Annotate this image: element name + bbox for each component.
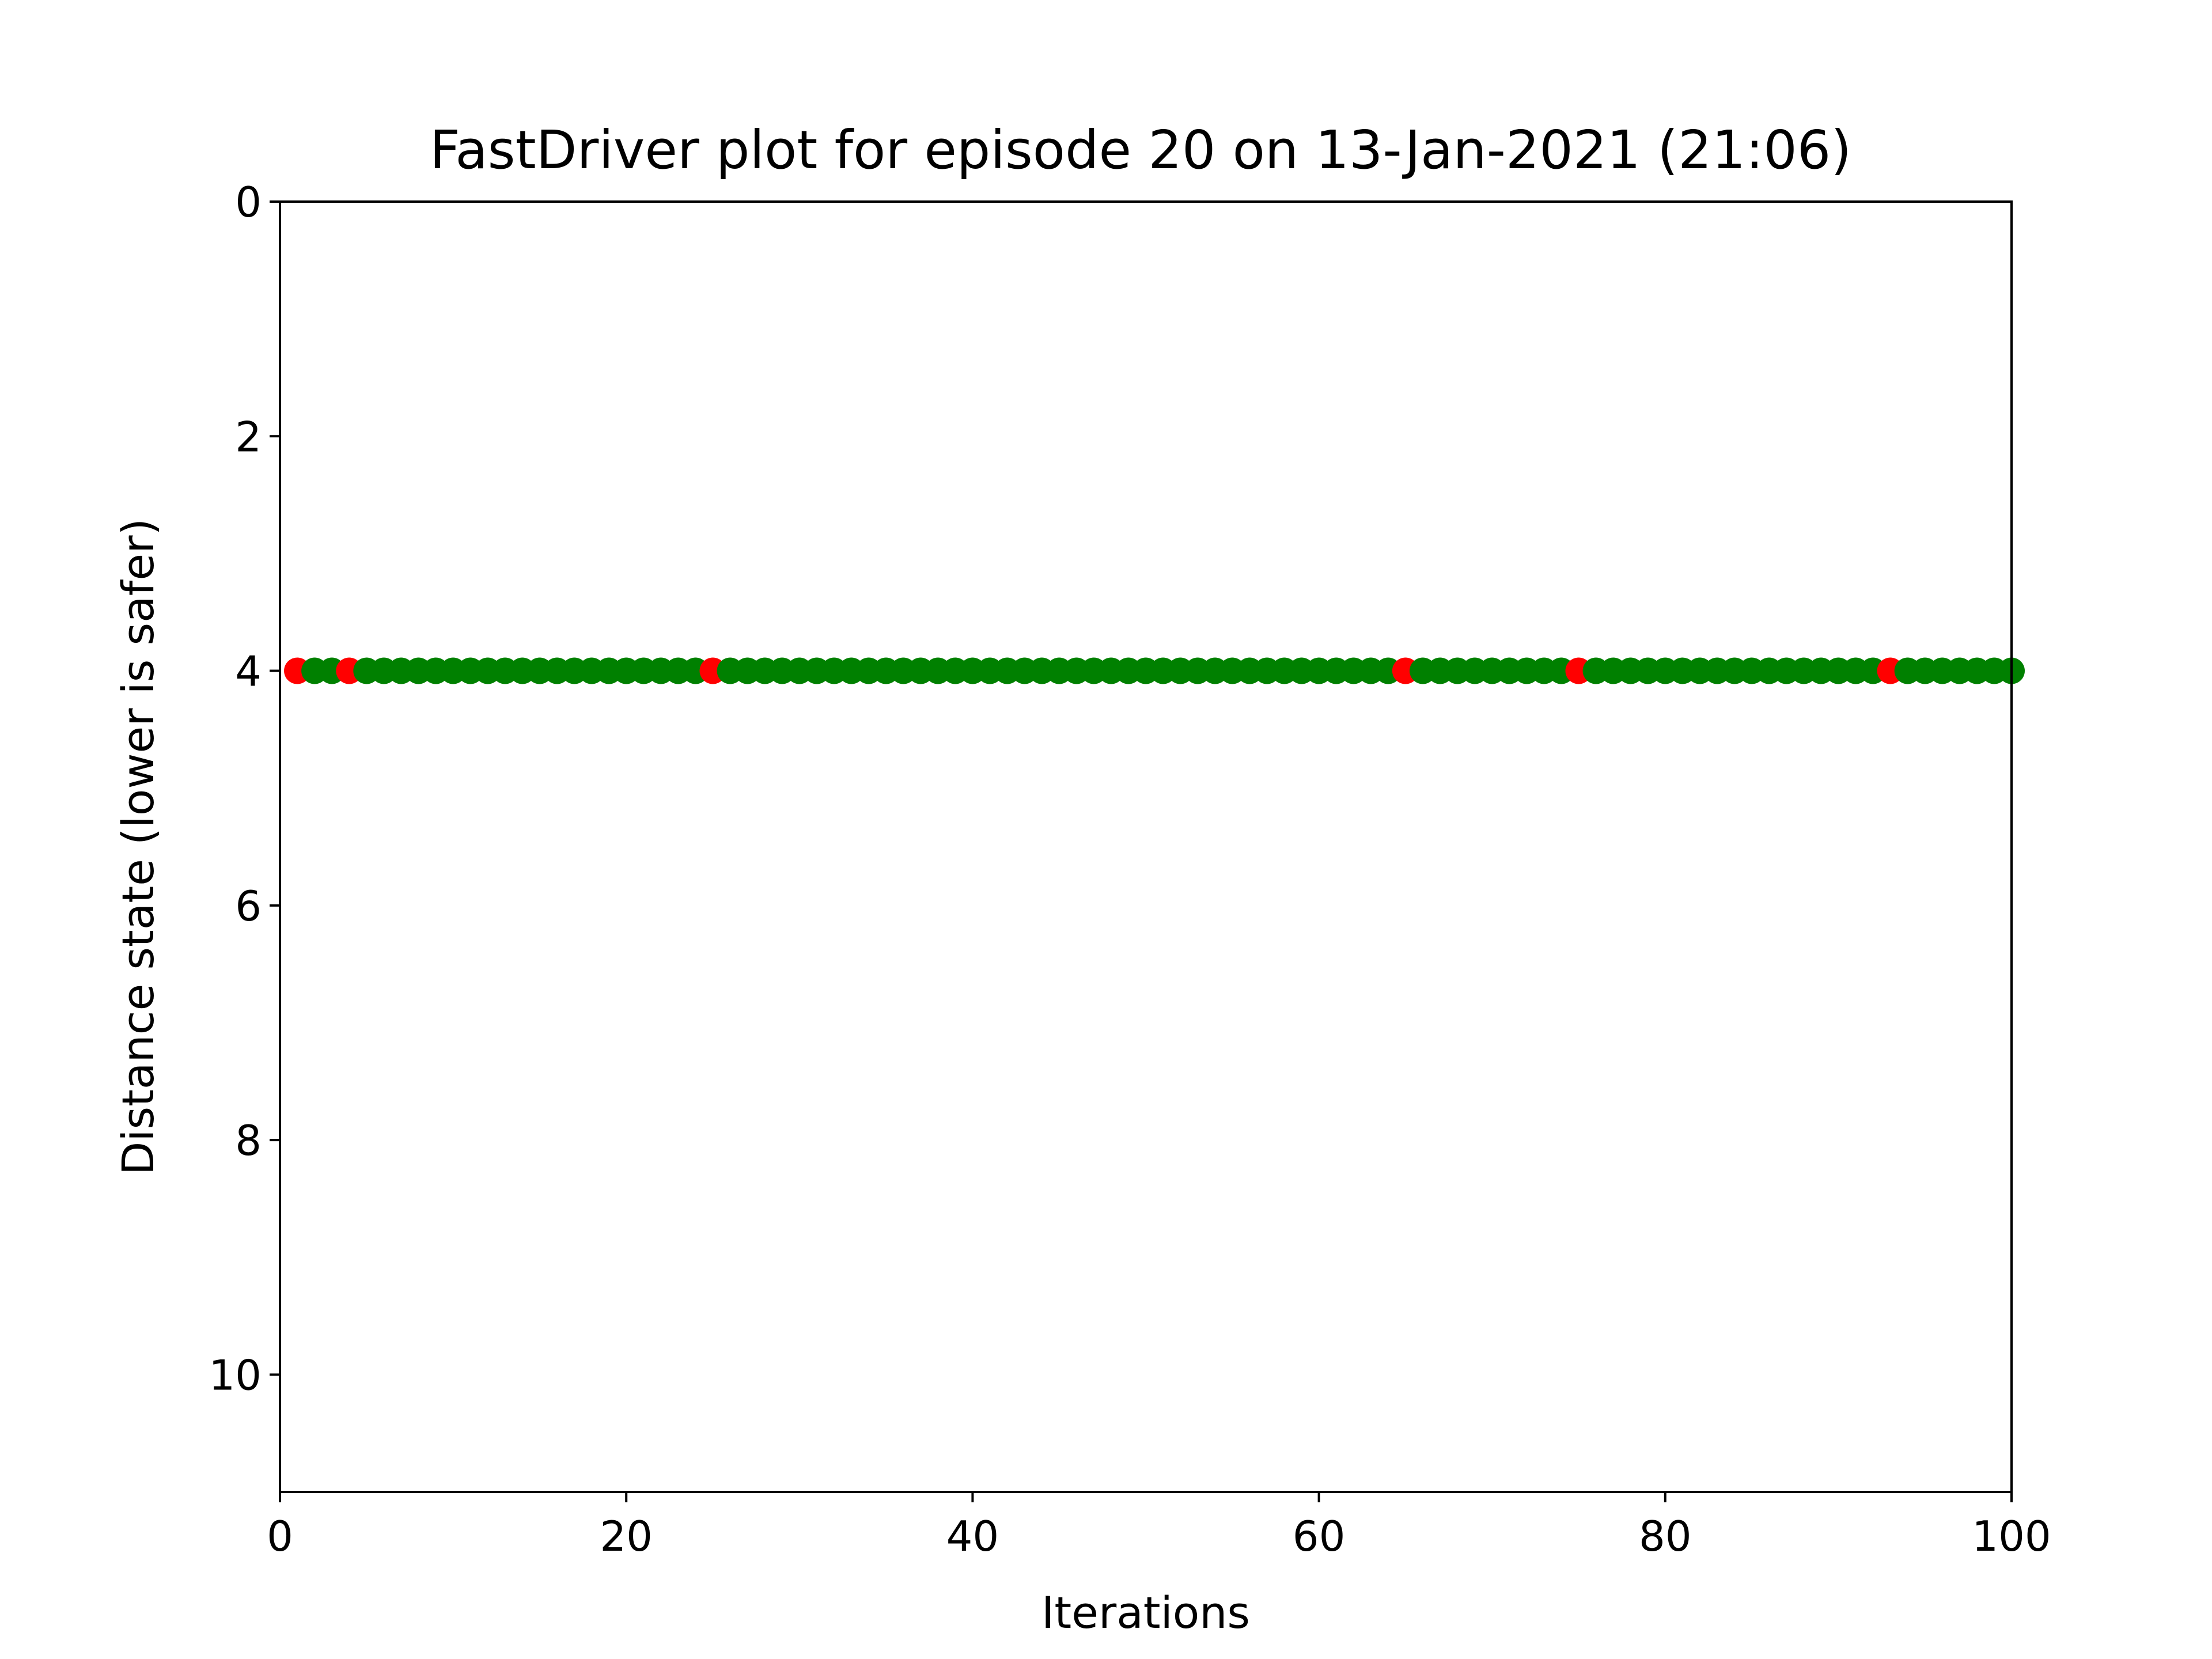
- x-tick-label: 100: [1972, 1512, 2051, 1560]
- plot-frame: [279, 200, 2013, 1493]
- x-tick-label: 0: [267, 1512, 293, 1560]
- y-tick-label: 2: [235, 412, 262, 461]
- x-tick-label: 60: [1293, 1512, 1346, 1560]
- chart-title: FastDriver plot for episode 20 on 13-Jan…: [430, 119, 1851, 181]
- y-tick-label: 4: [235, 647, 262, 696]
- x-axis-label: Iterations: [1041, 1587, 1250, 1638]
- x-tick-label: 40: [946, 1512, 999, 1560]
- plot-area: [280, 202, 2012, 1492]
- x-axis-ticks: 0 20 40 60 80 100: [267, 1492, 2051, 1560]
- y-tick-label: 8: [235, 1116, 262, 1165]
- y-tick-label: 10: [209, 1351, 262, 1399]
- data-points: [284, 657, 2025, 684]
- y-axis-label: Distance state (lower is safer): [112, 518, 164, 1175]
- x-tick-label: 80: [1639, 1512, 1692, 1560]
- y-axis-ticks: 0 2 4 6 8 10: [209, 178, 280, 1399]
- y-tick-label: 0: [235, 178, 262, 226]
- y-tick-label: 6: [235, 882, 262, 930]
- x-tick-label: 20: [600, 1512, 653, 1560]
